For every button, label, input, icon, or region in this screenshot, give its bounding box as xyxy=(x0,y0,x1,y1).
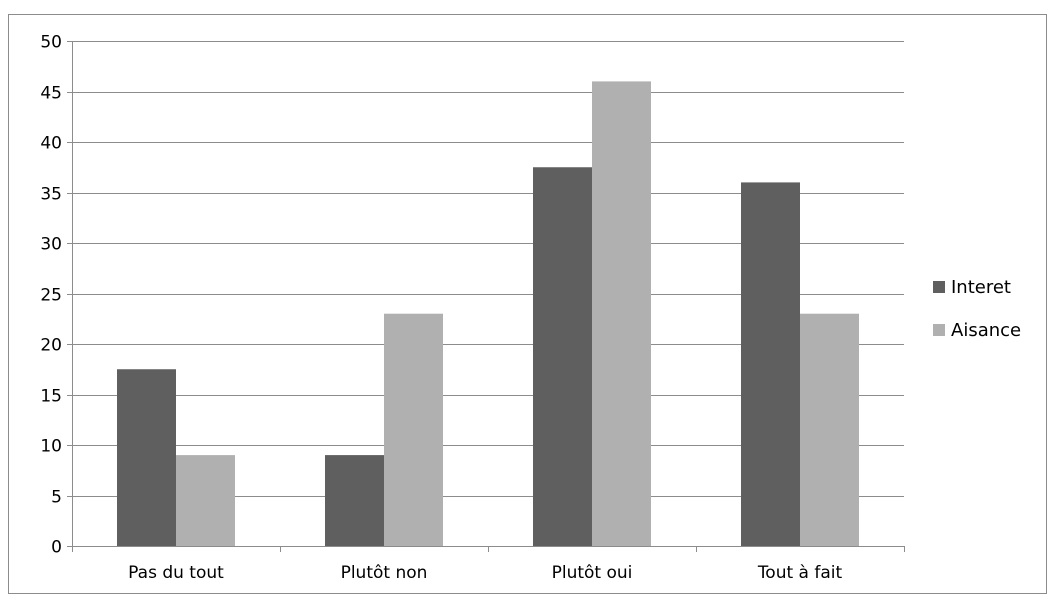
x-tick-label: Tout à fait xyxy=(757,563,843,583)
y-tick-label: 20 xyxy=(40,336,62,356)
legend: Interet Aisance xyxy=(933,277,1021,341)
bar-aisance-2 xyxy=(384,313,443,546)
bar-aisance-1 xyxy=(176,455,235,546)
y-tick-label: 35 xyxy=(40,185,62,205)
axes: 0 5 10 15 20 25 30 35 40 45 50 Pas du tout Plutôt no… xyxy=(40,33,905,583)
y-tick-label: 30 xyxy=(40,235,62,255)
bar-interet-4 xyxy=(741,182,800,546)
y-tick-label: 0 xyxy=(51,538,62,558)
legend-label-interet: Interet xyxy=(951,277,1011,298)
legend-swatch-interet xyxy=(933,281,945,293)
bar-chart: 0 5 10 15 20 25 30 35 40 45 50 Pas du tout Plutôt no… xyxy=(40,33,1021,584)
bar-interet-1 xyxy=(117,369,176,546)
y-tick-label: 5 xyxy=(51,488,62,508)
bar-interet-2 xyxy=(325,455,384,546)
x-tick-label: Plutôt non xyxy=(341,563,428,583)
gridlines xyxy=(72,41,904,497)
y-tick-label: 25 xyxy=(40,286,62,306)
bar-aisance-4 xyxy=(800,313,859,546)
y-tick-label: 10 xyxy=(40,437,62,457)
x-tick-label: Plutôt oui xyxy=(552,563,633,583)
bar-interet-3 xyxy=(533,167,592,546)
y-tick-label: 15 xyxy=(40,387,62,407)
bars xyxy=(117,81,859,547)
chart-area: 0 5 10 15 20 25 30 35 40 45 50 Pas du tout Plutôt no… xyxy=(8,14,1047,594)
bar-aisance-3 xyxy=(592,81,651,547)
legend-swatch-aisance xyxy=(933,324,945,336)
x-tick-label: Pas du tout xyxy=(128,563,224,583)
y-tick-label: 40 xyxy=(40,134,62,154)
legend-label-aisance: Aisance xyxy=(951,320,1021,341)
y-tick-label: 50 xyxy=(40,33,62,53)
y-tick-label: 45 xyxy=(40,84,62,104)
